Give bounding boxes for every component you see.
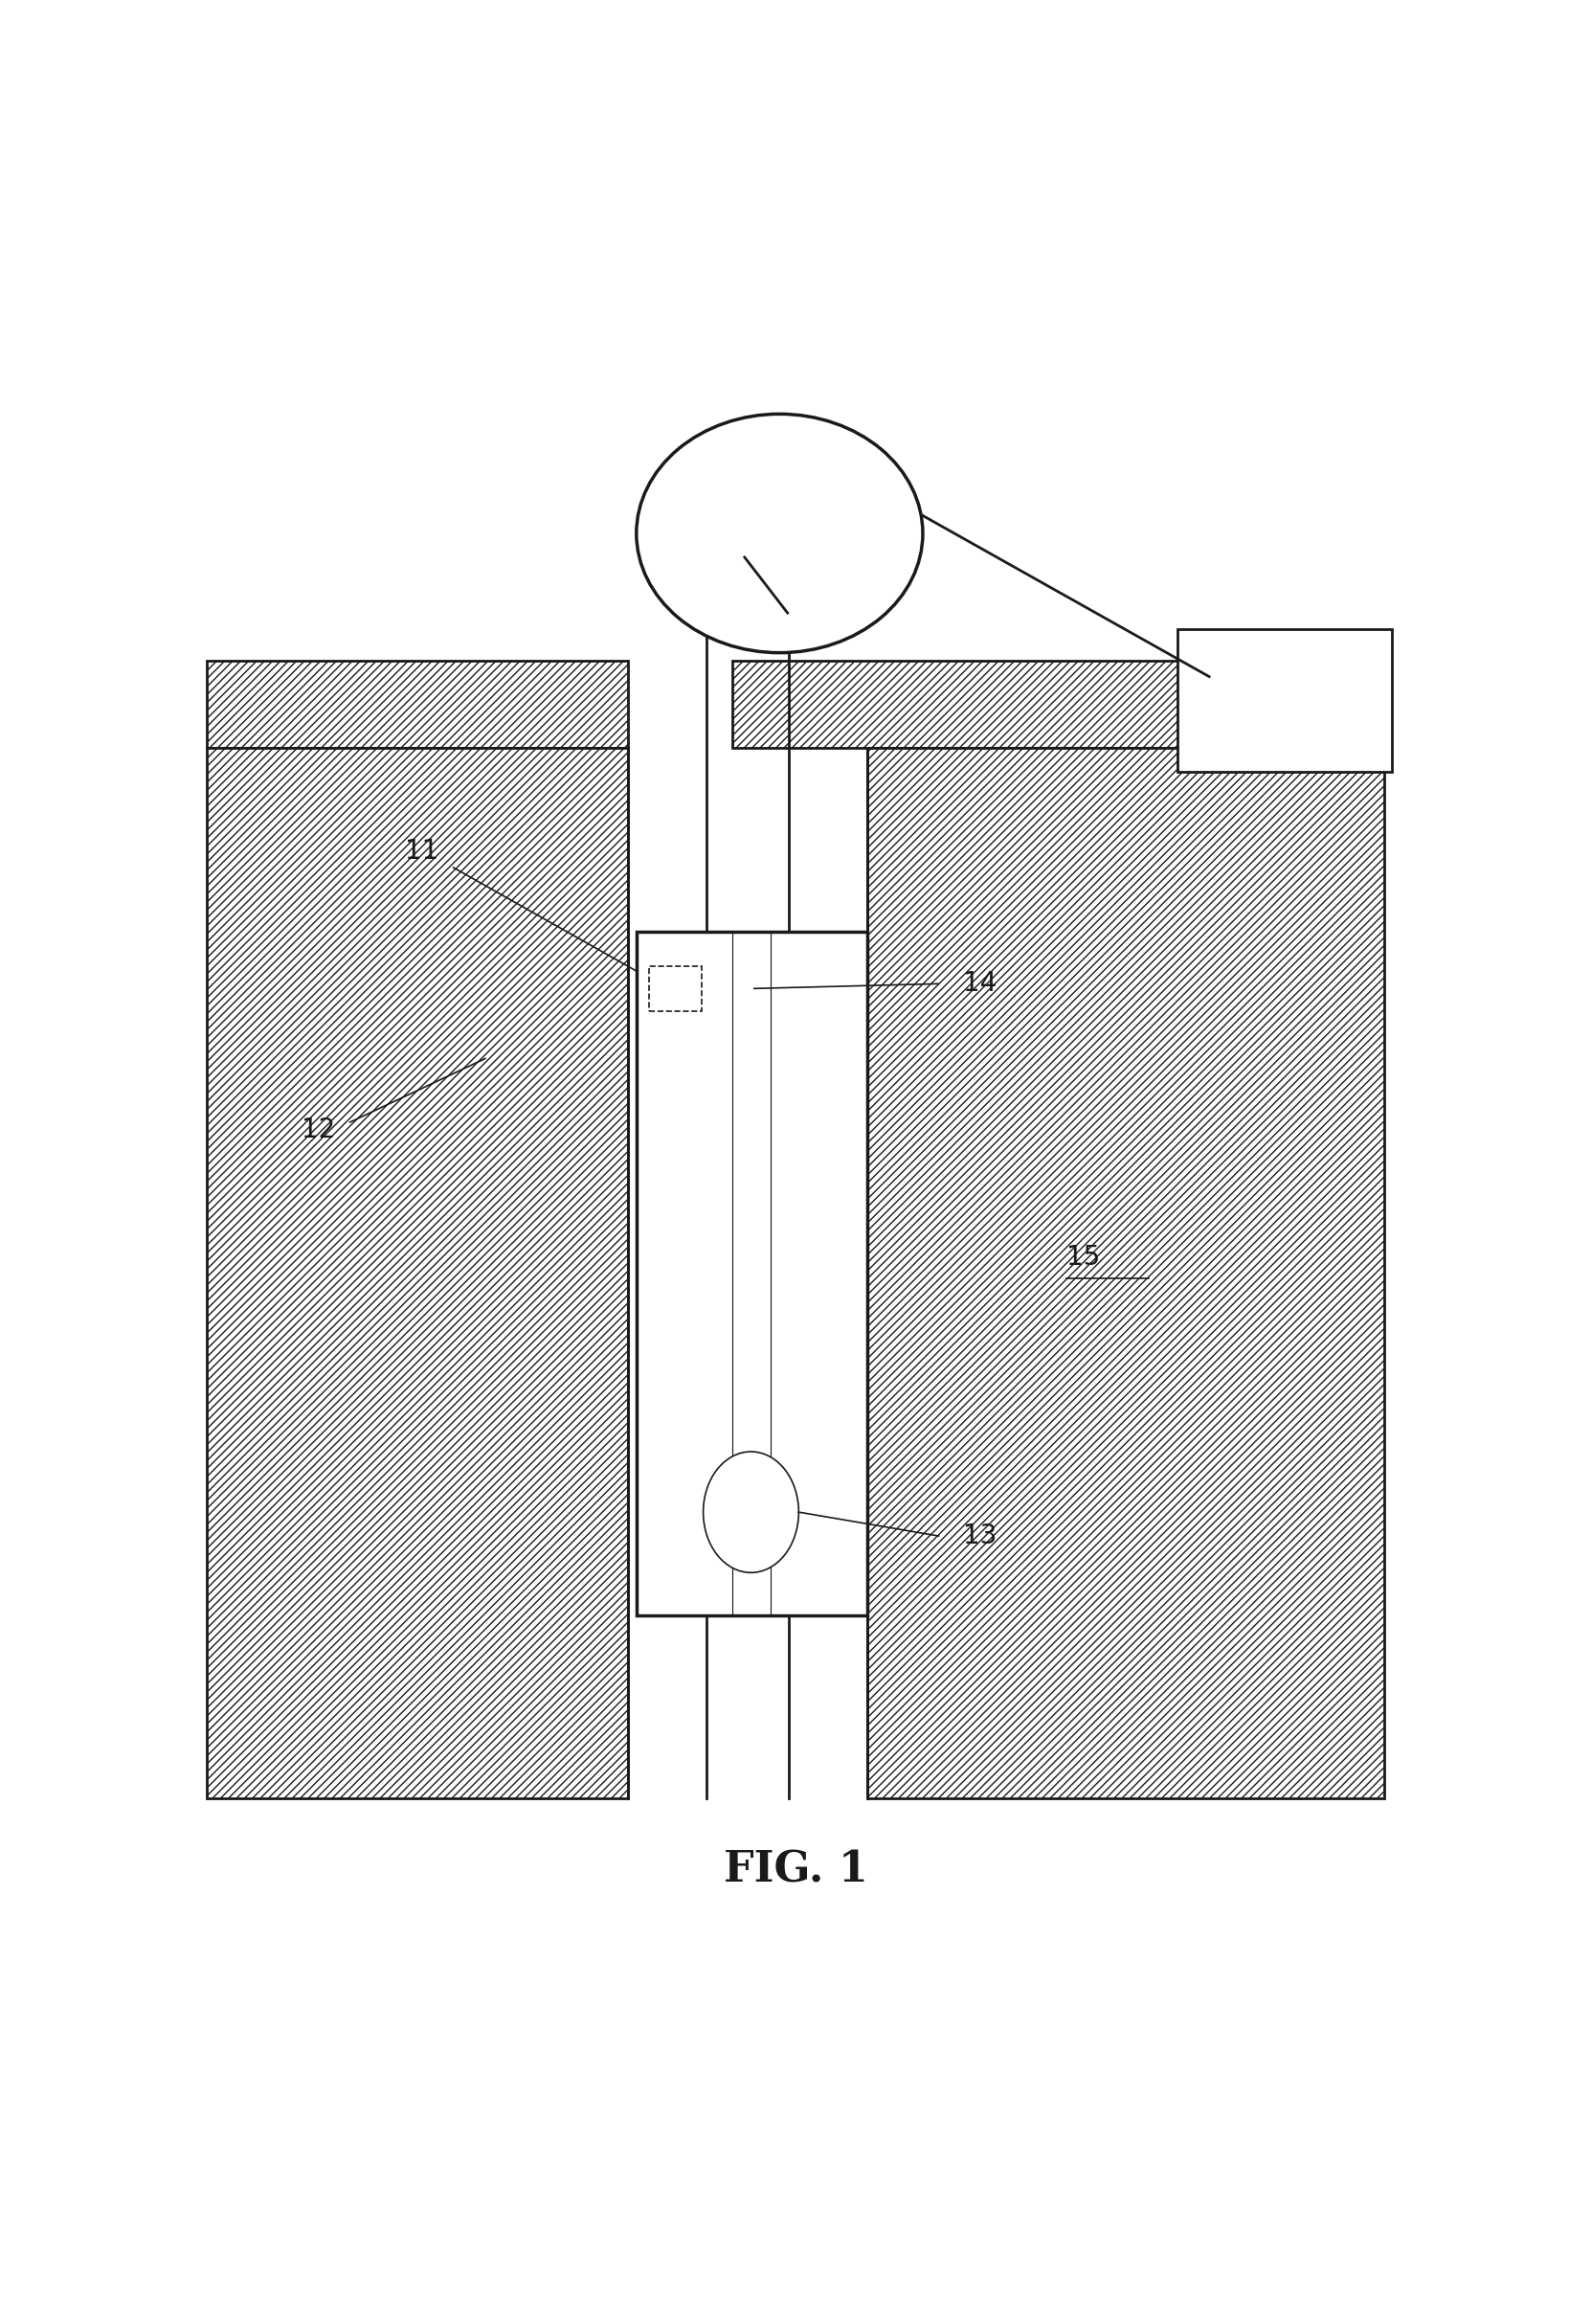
Bar <box>1177 630 1392 772</box>
Text: 15: 15 <box>1066 1243 1099 1271</box>
Ellipse shape <box>636 414 923 653</box>
Bar <box>207 748 628 1799</box>
Text: 14: 14 <box>963 971 996 997</box>
Ellipse shape <box>703 1452 799 1573</box>
Bar <box>636 932 867 1615</box>
Text: 11: 11 <box>404 839 439 865</box>
Text: FIG. 1: FIG. 1 <box>724 1850 867 1892</box>
Bar <box>867 748 1384 1799</box>
Bar <box>732 660 1384 748</box>
Bar <box>867 748 1384 1799</box>
Bar <box>207 660 628 748</box>
Text: 12: 12 <box>301 1118 336 1143</box>
Bar <box>207 660 628 748</box>
Text: 13: 13 <box>963 1522 996 1550</box>
Bar <box>732 660 1384 748</box>
Bar <box>649 967 702 1011</box>
Bar <box>207 748 628 1799</box>
